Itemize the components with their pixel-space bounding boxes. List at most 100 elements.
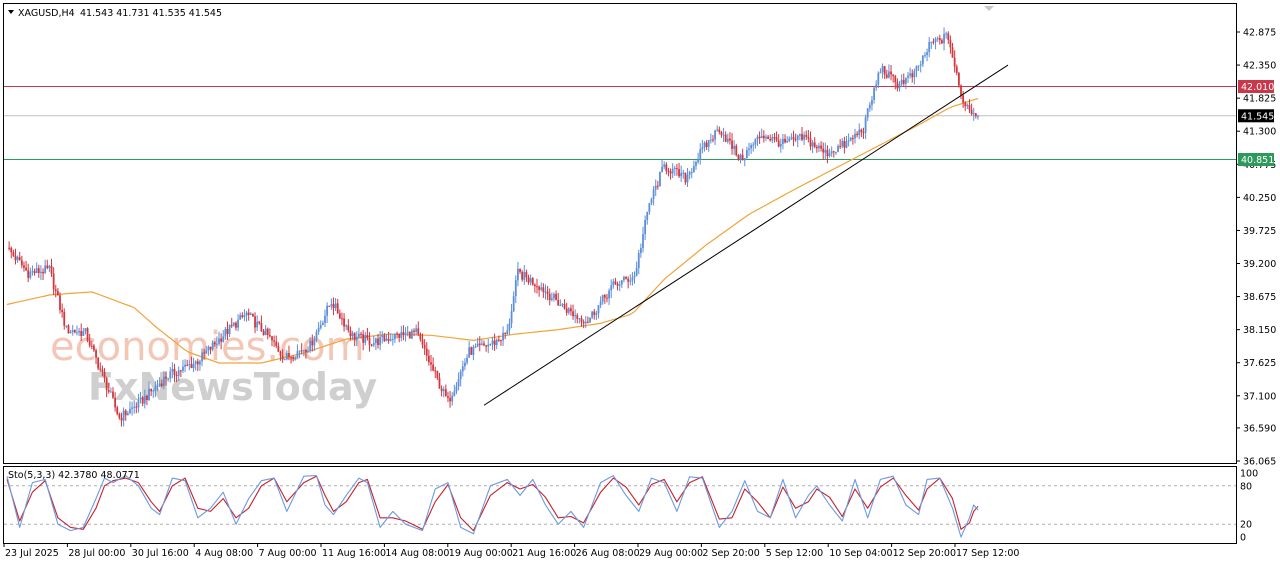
candle-body [309, 340, 312, 351]
price-tick-label: 42.350 [1243, 61, 1276, 72]
stochastic-tick-label: 0 [1240, 533, 1246, 544]
candle-body [531, 278, 534, 285]
candle-body [966, 105, 969, 107]
candle-body [105, 377, 108, 390]
time-tick-label: 21 Aug 16:00 [512, 548, 576, 559]
candle-body [277, 346, 280, 352]
candle-body [169, 371, 172, 379]
main-panel [3, 3, 1237, 464]
candle-body [146, 395, 148, 401]
candle-body [35, 268, 38, 274]
time-tick-label: 11 Aug 16:00 [322, 548, 386, 559]
resistance-badge [1238, 79, 1274, 93]
candle-body [230, 324, 233, 326]
candle-body [311, 340, 314, 346]
candle-body [241, 315, 244, 317]
candle-body [680, 172, 683, 177]
candle-body [120, 417, 123, 421]
candle-body [743, 158, 746, 161]
candle-body [737, 155, 740, 160]
price-tick-label: 39.725 [1243, 226, 1276, 237]
candle-body [563, 304, 566, 309]
candle-body [633, 275, 636, 278]
candle-body [345, 325, 348, 327]
time-tick-label: 4 Aug 08:00 [195, 548, 253, 559]
watermark-line2: FxNewsToday [88, 365, 377, 409]
candle-body [358, 333, 360, 337]
candle-body [938, 38, 941, 41]
candle-body [771, 137, 774, 141]
candle-body [676, 168, 678, 170]
candle-body [114, 397, 117, 408]
candle-body [669, 171, 672, 174]
watermark-line1: economies.com [50, 324, 365, 370]
candle-body [686, 174, 689, 183]
candle-body [69, 331, 72, 334]
candle-body [828, 153, 831, 157]
candle-body [673, 168, 676, 170]
candle-body [589, 317, 591, 323]
stochastic-label: Sto(5,3,3) 42.3780 48.0771 [8, 470, 140, 481]
candle-body [521, 271, 524, 280]
candle-body [48, 266, 51, 269]
price-tick-label: 42.875 [1243, 28, 1276, 39]
candle-body [209, 346, 212, 350]
candle-body [837, 145, 839, 152]
candle-body [466, 357, 468, 363]
candle-body [650, 198, 653, 204]
time-tick-label: 7 Aug 00:00 [259, 548, 317, 559]
candle-body [900, 79, 903, 85]
candle-body [430, 362, 432, 365]
candle-body [805, 134, 808, 137]
candle-body [207, 346, 210, 351]
candle-body [947, 33, 950, 40]
price-tick-label: 37.625 [1243, 358, 1276, 369]
candle-body [228, 324, 231, 335]
candle-body [957, 72, 960, 86]
candle-body [171, 368, 174, 372]
candle-body [411, 330, 413, 339]
candle-body [775, 137, 778, 141]
candle-body [158, 383, 161, 386]
candle-body [218, 338, 220, 344]
candle-body [555, 293, 557, 300]
candle-body [714, 130, 716, 140]
candle-body [46, 265, 49, 269]
candle-body [902, 79, 905, 84]
candle-body [898, 84, 901, 89]
candle-body [618, 284, 621, 286]
candle-body [279, 351, 282, 356]
candle-body [315, 331, 318, 340]
candle-body [165, 376, 167, 379]
candle-body [542, 287, 545, 293]
candle-body [661, 166, 663, 173]
candle-body [701, 147, 704, 150]
candle-body [733, 145, 736, 149]
candle-body [654, 185, 657, 190]
candle-body [42, 271, 44, 274]
candle-body [811, 142, 814, 147]
candle-body [517, 268, 519, 281]
candle-body [885, 74, 888, 78]
candle-body [154, 386, 157, 391]
collapse-triangle-icon[interactable] [8, 10, 14, 14]
candle-body [968, 105, 971, 110]
candle-body [883, 66, 886, 75]
scroll-marker-icon[interactable] [984, 6, 994, 11]
candle-body [809, 138, 812, 147]
candle-body [438, 377, 441, 389]
time-tick-label: 12 Sep 20:00 [893, 548, 956, 559]
candle-body [765, 136, 767, 139]
candle-body [646, 211, 649, 220]
candle-body [586, 321, 589, 323]
stochastic-main-line [6, 475, 979, 538]
candle-body [283, 359, 286, 361]
candle-body [550, 298, 553, 301]
candle-body [762, 135, 765, 139]
candle-body [798, 134, 801, 136]
candle-body [65, 325, 68, 327]
time-tick-label: 17 Sep 12:00 [956, 548, 1019, 559]
candle-body [461, 366, 464, 372]
candle-body [637, 253, 640, 269]
